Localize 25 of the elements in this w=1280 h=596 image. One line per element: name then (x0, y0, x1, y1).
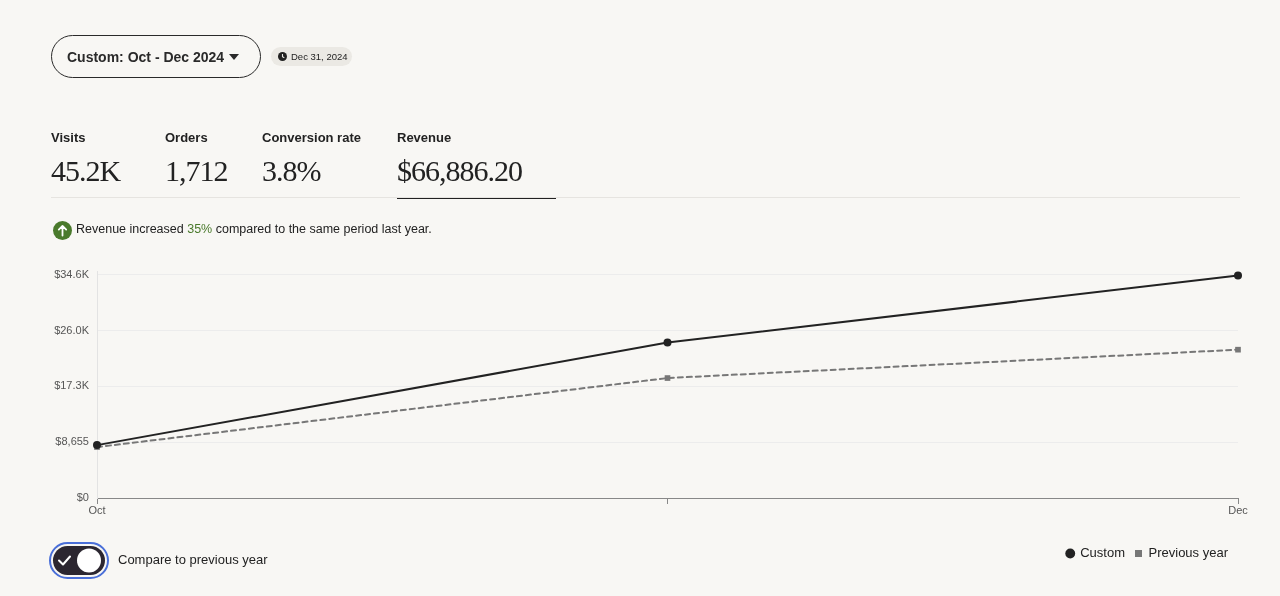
x-tick-label: Oct (88, 503, 106, 516)
text: 3.8% (262, 154, 322, 188)
point (664, 375, 671, 381)
point (1235, 346, 1241, 353)
text: Compare to previous year (118, 552, 268, 568)
y-tick-label: $8,655 (55, 435, 89, 448)
text: Revenue increased 35% compared to the same period last year. (76, 221, 432, 237)
point (1234, 271, 1242, 280)
text: Conversion rate (262, 130, 361, 146)
legend-label: Custom (1080, 545, 1126, 561)
y-tick-label: $17.3K (54, 379, 90, 392)
text: 1,712 (165, 154, 228, 188)
text: Revenue (397, 130, 453, 146)
x-tick-label: Dec (1228, 503, 1249, 516)
point (663, 338, 672, 347)
y-tick-label: $26.0K (54, 323, 90, 336)
text: Orders (165, 130, 209, 146)
text: 45.2K (51, 154, 121, 188)
text: $66,886.20 (397, 154, 523, 188)
legend-label: Previous year (1148, 545, 1229, 561)
text: Custom: Oct - Dec 2024 (67, 49, 225, 65)
y-tick-label: $0 (76, 491, 89, 504)
text: Visits (51, 130, 87, 146)
text: Dec 31, 2024 (291, 51, 348, 62)
y-tick-label: $34.6K (54, 267, 90, 280)
